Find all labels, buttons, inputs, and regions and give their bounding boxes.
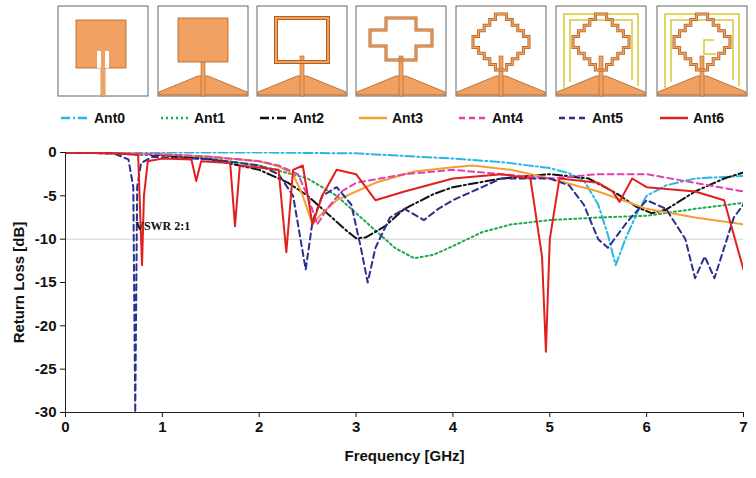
html-text:Ant6: Ant6 (693, 110, 725, 126)
svg-text:VSWR 2:1: VSWR 2:1 (135, 219, 190, 233)
svg-text:7: 7 (739, 418, 747, 435)
svg-text:4: 4 (449, 418, 458, 435)
svg-text:-10: -10 (35, 230, 57, 247)
html-text:Ant3: Ant3 (392, 110, 424, 126)
svg-text:1: 1 (158, 418, 166, 435)
svg-text:-5: -5 (43, 187, 56, 204)
svg-text:6: 6 (642, 418, 650, 435)
html-text:Ant4: Ant4 (492, 110, 524, 126)
svg-text:3: 3 (352, 418, 360, 435)
svg-text:Return Loss [dB]: Return Loss [dB] (10, 222, 27, 344)
svg-text:-20: -20 (35, 317, 57, 334)
svg-text:-15: -15 (35, 273, 57, 290)
html-text:Ant0: Ant0 (94, 110, 126, 126)
svg-text:-30: -30 (35, 403, 57, 420)
svg-text:-25: -25 (35, 360, 57, 377)
html-text:Ant2: Ant2 (293, 110, 325, 126)
html-text:Ant5: Ant5 (592, 110, 624, 126)
svg-text:2: 2 (255, 418, 263, 435)
svg-text:0: 0 (48, 143, 56, 160)
html-text:Ant1: Ant1 (194, 110, 226, 126)
svg-text:5: 5 (546, 418, 554, 435)
svg-text:0: 0 (61, 418, 69, 435)
svg-text:Frequency [GHz]: Frequency [GHz] (344, 447, 464, 464)
